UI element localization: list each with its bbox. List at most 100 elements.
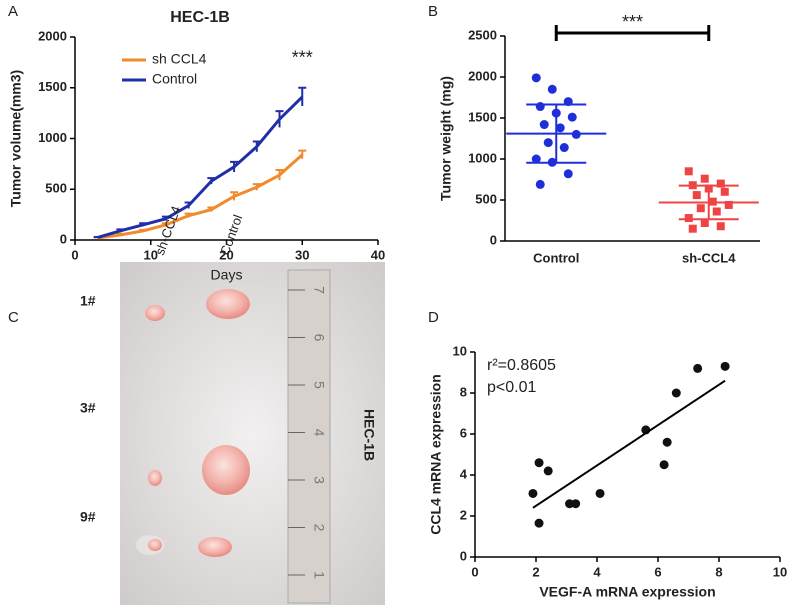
photo-background: [120, 262, 385, 605]
ruler-number: 3: [311, 476, 327, 484]
error-bar: [230, 160, 239, 172]
data-point: [720, 361, 730, 371]
y-tick-label: 1000: [468, 150, 497, 165]
error-bar: [298, 86, 307, 107]
x-tick-label: sh-CCL4: [682, 250, 736, 265]
annotation: ***: [622, 12, 643, 32]
line: [97, 153, 304, 240]
data-point: [567, 112, 577, 122]
error-bar: [298, 149, 307, 159]
data-point: [543, 466, 553, 476]
panel-label: B: [428, 3, 438, 20]
x-tick-label: 30: [295, 247, 309, 262]
ruler-number: 1: [311, 571, 327, 579]
error-bar: [116, 232, 125, 236]
data-point: [688, 224, 697, 233]
y-tick-label: 1500: [38, 79, 67, 94]
data-point: [535, 179, 545, 189]
y-axis-label: CCL4 mRNA expression: [428, 374, 444, 535]
sd-bar: [526, 103, 587, 164]
data-point: [724, 200, 733, 209]
y-tick-label: 0: [490, 232, 497, 247]
panel-label: C: [8, 309, 19, 326]
chart-title: HEC-1B: [170, 9, 230, 26]
y-tick-label: 2500: [468, 27, 497, 42]
error-bar: [116, 228, 125, 233]
column-label: sh-CCL4: [152, 204, 184, 257]
y-tick-label: 6: [460, 425, 467, 440]
y-axis-label: Tumor weight (mg): [438, 76, 454, 201]
x-tick-label: 2: [532, 564, 539, 579]
error-bar: [252, 183, 261, 191]
data-point: [528, 488, 538, 498]
row-label: 9#: [80, 509, 96, 525]
error-bar: [207, 206, 216, 212]
y-tick-label: 500: [475, 191, 497, 206]
ruler-number: 2: [311, 524, 327, 532]
ruler-number: 4: [311, 429, 327, 437]
x-tick-label: 20: [219, 247, 233, 262]
data-point: [531, 154, 541, 164]
data-point: [700, 174, 709, 183]
x-tick-label: 0: [71, 247, 78, 262]
x-tick-label: 4: [593, 564, 601, 579]
y-tick-label: 1500: [468, 109, 497, 124]
y-tick-label: 10: [453, 343, 467, 358]
ruler: [287, 269, 331, 604]
error-bar: [93, 235, 102, 238]
y-tick-label: 2000: [468, 68, 497, 83]
annotation: p<0.01: [487, 379, 536, 396]
y-tick-label: 1000: [38, 130, 67, 145]
error-bar: [230, 191, 239, 201]
error-bar: [275, 168, 284, 181]
error-bar: [207, 177, 216, 185]
line: [97, 95, 304, 239]
error-bar: [161, 222, 170, 227]
x-axis-label: Days: [211, 267, 243, 283]
y-tick-label: 0: [60, 231, 67, 246]
ruler-number: 5: [311, 381, 327, 389]
sd-bar: [678, 184, 739, 221]
y-tick-label: 0: [460, 548, 467, 563]
error-bar: [139, 228, 148, 232]
data-point: [595, 488, 605, 498]
significance-bracket: [554, 25, 711, 41]
data-point: [692, 191, 701, 200]
x-tick-label: 40: [371, 247, 385, 262]
x-tick-label: 10: [773, 564, 787, 579]
column-label: Control: [217, 213, 245, 258]
data-point: [716, 179, 725, 188]
error-bar: [139, 222, 148, 227]
panel-label: D: [428, 309, 439, 326]
data-point: [559, 143, 569, 153]
data-point: [531, 73, 541, 83]
y-axis-label: Tumor volume(mm3): [8, 70, 24, 207]
panel-label: A: [8, 3, 18, 20]
ruler-number: 6: [311, 334, 327, 342]
data-point: [671, 388, 681, 398]
fit-line: [532, 379, 726, 509]
data-point: [700, 218, 709, 227]
data-point: [543, 138, 553, 148]
x-axis-label: VEGF-A mRNA expression: [539, 584, 715, 600]
data-point: [547, 84, 557, 94]
data-point: [571, 499, 581, 509]
error-bar: [252, 140, 261, 152]
error-bar: [275, 110, 284, 128]
y-tick-label: 2000: [38, 28, 67, 43]
data-point: [662, 437, 672, 447]
x-tick-label: 0: [471, 564, 478, 579]
error-bar: [184, 201, 193, 209]
data-point: [659, 460, 669, 470]
annotation: r²=0.8605: [487, 357, 556, 374]
ruler-number: 7: [311, 286, 327, 294]
legend-label: Control: [152, 71, 197, 87]
data-point: [534, 458, 544, 468]
row-label: 1#: [80, 293, 96, 309]
data-point: [684, 167, 693, 176]
data-point: [563, 169, 573, 179]
data-point: [534, 518, 544, 528]
data-point: [720, 187, 729, 196]
error-bar: [184, 212, 193, 218]
